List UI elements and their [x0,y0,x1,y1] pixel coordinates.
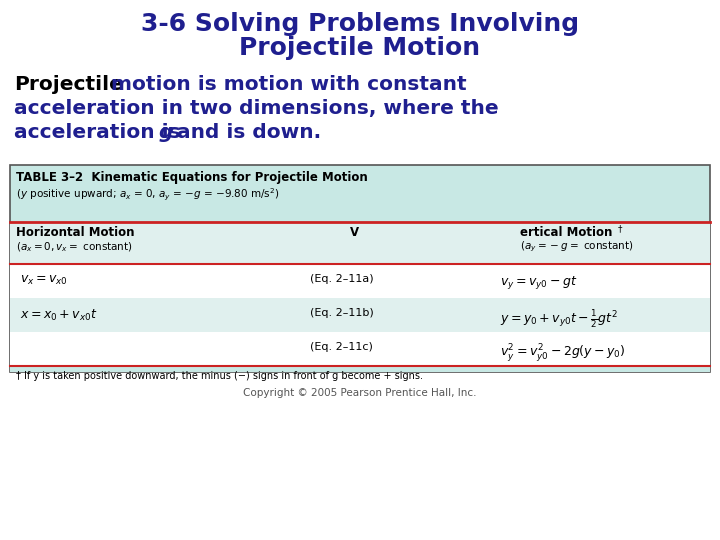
Bar [10,165,710,222]
Text: $v_y = v_{y0} - gt$: $v_y = v_{y0} - gt$ [500,274,577,291]
Text: motion is motion with constant: motion is motion with constant [104,75,467,94]
Text: acceleration in two dimensions, where the: acceleration in two dimensions, where th… [14,99,499,118]
Bar [10,264,710,298]
Bar [10,332,710,366]
Text: $y = y_0 + v_{y0}t - \frac{1}{2}gt^2$: $y = y_0 + v_{y0}t - \frac{1}{2}gt^2$ [500,308,618,330]
Text: $v_y^2 = v_{y0}^2 - 2g(y - y_0)$: $v_y^2 = v_{y0}^2 - 2g(y - y_0)$ [500,342,626,364]
Text: ($y$ positive upward; $a_x$ = 0, $a_y$ = $-g$ = $-$9.80 m/s$^2$): ($y$ positive upward; $a_x$ = 0, $a_y$ =… [16,187,279,203]
Text: (Eq. 2–11b): (Eq. 2–11b) [310,308,374,318]
Text: and is down.: and is down. [170,123,321,142]
Text: †: † [618,224,623,233]
Text: Copyright © 2005 Pearson Prentice Hall, Inc.: Copyright © 2005 Pearson Prentice Hall, … [243,388,477,398]
Text: Projectile: Projectile [14,75,123,94]
Text: (Eq. 2–11c): (Eq. 2–11c) [310,342,373,352]
Text: g: g [159,123,174,142]
Text: $v_x = v_{x0}$: $v_x = v_{x0}$ [20,274,68,287]
Text: † If y is taken positive downward, the minus (−) signs in front of g become + si: † If y is taken positive downward, the m… [16,371,423,381]
Text: $x = x_0 + v_{x0}t$: $x = x_0 + v_{x0}t$ [20,308,97,323]
Text: (Eq. 2–11a): (Eq. 2–11a) [310,274,374,284]
Text: ertical Motion: ertical Motion [520,226,613,239]
Text: Projectile Motion: Projectile Motion [240,36,480,60]
Bar [10,222,710,264]
Bar [10,165,710,372]
Text: Horizontal Motion: Horizontal Motion [16,226,135,239]
Text: TABLE 3–2  Kinematic Equations for Projectile Motion: TABLE 3–2 Kinematic Equations for Projec… [16,171,368,184]
Text: $(a_x = 0, v_x =$ constant$)$: $(a_x = 0, v_x =$ constant$)$ [16,240,132,254]
Text: V: V [351,226,359,239]
Text: 3-6 Solving Problems Involving: 3-6 Solving Problems Involving [141,12,579,36]
Bar [10,298,710,332]
Text: acceleration is: acceleration is [14,123,188,142]
Text: $(a_y = -g =$ constant$)$: $(a_y = -g =$ constant$)$ [520,240,634,254]
Bar [10,366,710,372]
